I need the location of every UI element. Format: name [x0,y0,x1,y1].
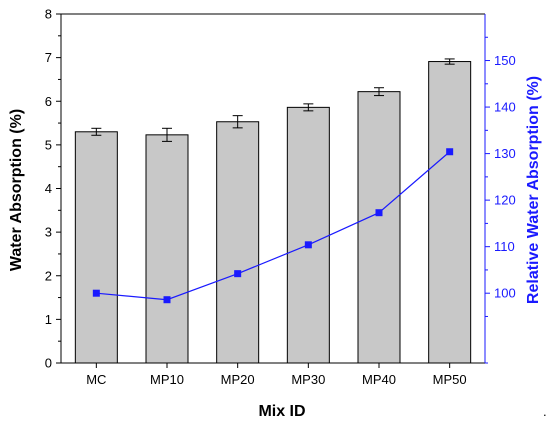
y-axis-title: Water Absorption (%) [8,109,25,271]
relative-line-layer [92,148,454,304]
corner-mark: . [543,404,547,419]
y-tick-label: 6 [45,94,52,109]
y2-axis-title: Relative Water Absorption (%) [525,76,542,304]
y2-tick-label: 110 [494,239,515,254]
y2-tick-label: 130 [494,146,516,161]
error-bar-MP20 [232,115,243,129]
error-bar-MP40 [374,87,384,97]
error-bar-MC [91,127,102,136]
y2-tick-label: 120 [494,193,516,208]
marker-MC [92,289,100,297]
x-axis-title: Mix ID [258,403,305,420]
x-tick-label-MP30: MP30 [291,372,325,387]
marker-MP50 [446,148,454,156]
y-tick-label: 3 [45,225,52,240]
bar-MP40 [357,91,401,364]
x-tick-label-MC: MC [86,372,106,387]
error-bar-MP10 [162,127,172,142]
y-tick-label: 8 [45,7,52,22]
y-tick-label: 4 [45,181,52,196]
error-bars-layer [91,58,455,142]
bar-MP10 [145,134,189,364]
y2-tick-label: 100 [494,286,516,301]
y2-tick-label: 150 [494,53,516,68]
bar-MP50 [428,61,472,364]
x-tick-label-MP50: MP50 [433,372,467,387]
x-tick-label-MP20: MP20 [221,372,255,387]
y-tick-label: 0 [45,356,52,371]
bar-MP30 [286,106,330,364]
y-tick-label: 5 [45,137,52,152]
bars-layer [74,61,472,364]
y2-tick-label: 140 [494,100,516,115]
marker-MP10 [163,296,171,304]
y-tick-label: 2 [45,268,52,283]
relative-line [96,151,451,301]
x-tick-label-MP10: MP10 [150,372,184,387]
bar-MC [74,131,118,364]
bar-MP20 [216,121,260,364]
y-tick-label: 7 [45,50,52,65]
error-bar-MP50 [444,58,455,65]
marker-MP40 [375,209,383,217]
error-bar-MP30 [303,103,314,112]
marker-MP30 [304,241,312,249]
axes-layer [56,13,490,368]
y-tick-label: 1 [45,312,52,327]
marker-MP20 [234,270,242,278]
tick-labels-layer: 0 1 2 3 4 5 6 7 8 100 110 120 130 140 150 MC MP10 MP20 MP3… [45,7,516,388]
x-tick-label-MP40: MP40 [362,372,396,387]
